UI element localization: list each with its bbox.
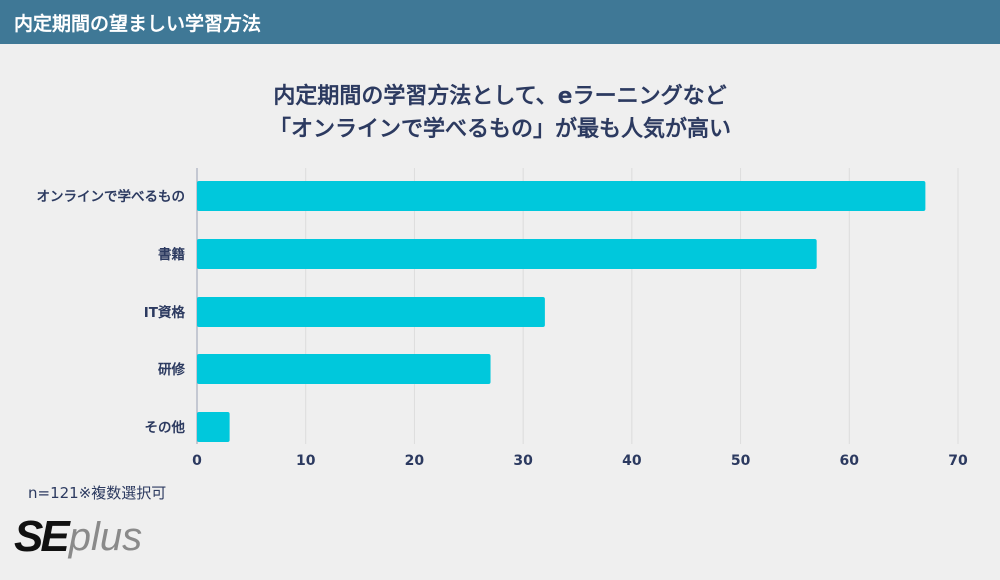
x-tick-label-40: 40 [622,453,642,469]
x-tick-label-10: 10 [296,453,316,469]
logo-plus-text: plus [68,515,143,559]
x-tick-label-20: 20 [405,453,425,469]
seplus-logo: SE plus [14,512,143,561]
x-tick-label-60: 60 [840,453,860,469]
chart-title: 内定期間の学習方法として、eラーニングなど 「オンラインで学べるもの」が最も人気… [0,80,1000,146]
category-label-0: オンラインで学べるもの [37,188,186,205]
chart-title-line-1: 内定期間の学習方法として、eラーニングなど [273,84,727,109]
x-tick-label-70: 70 [948,453,968,469]
category-label-2: IT資格 [144,304,186,321]
x-tick-label-50: 50 [731,453,751,469]
chart-title-line-2: 「オンラインで学べるもの」が最も人気が高い [268,117,731,142]
category-label-1: 書籍 [158,246,185,263]
header-title: 内定期間の望ましい学習方法 [14,12,262,35]
x-tick-label-30: 30 [513,453,533,469]
bar-3 [197,354,491,384]
bar-1 [197,239,817,269]
category-label-4: その他 [145,419,186,436]
logo-se-text: SE [14,512,70,561]
bar-0 [197,181,926,211]
category-label-3: 研修 [158,361,185,378]
footnote: n=121※複数選択可 [28,484,167,502]
bar-2 [197,297,545,327]
bar-4 [197,412,230,442]
x-tick-label-0: 0 [192,453,202,469]
header-bar: 内定期間の望ましい学習方法 [0,0,1000,44]
